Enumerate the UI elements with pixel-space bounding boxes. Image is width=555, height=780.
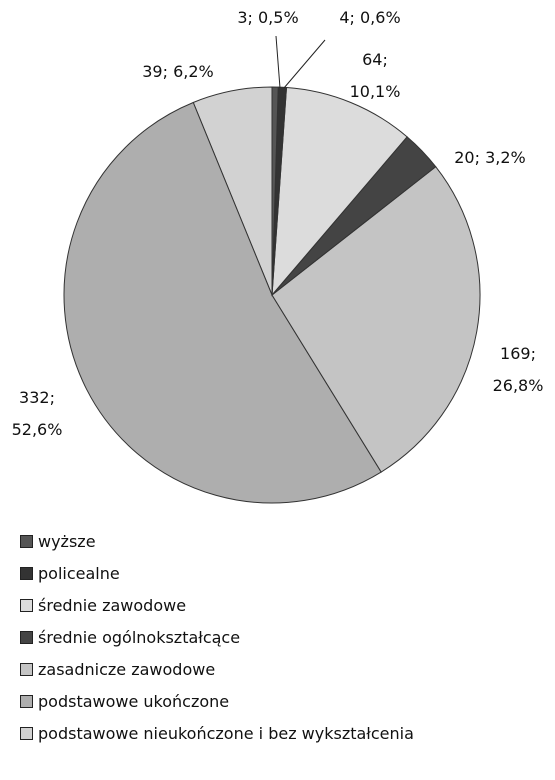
legend-swatch bbox=[20, 631, 33, 644]
data-label: 64; 10,1% bbox=[349, 50, 401, 101]
legend-item: średnie ogólnokształcące bbox=[20, 628, 240, 647]
pie-slice bbox=[271, 86, 279, 296]
data-label: 3; 0,5% bbox=[237, 8, 299, 27]
pie-slice bbox=[271, 86, 408, 297]
legend-item: średnie zawodowe bbox=[20, 596, 186, 615]
data-label: 4; 0,6% bbox=[339, 8, 401, 27]
legend-item: zasadnicze zawodowe bbox=[20, 660, 215, 679]
legend-swatch bbox=[20, 695, 33, 708]
legend-item: wyższe bbox=[20, 532, 96, 551]
pie-slice bbox=[271, 166, 481, 473]
legend-label: podstawowe nieukończone i bez wykształce… bbox=[38, 724, 414, 743]
legend-swatch bbox=[20, 567, 33, 580]
legend-label: policealne bbox=[38, 564, 120, 583]
legend-label: średnie zawodowe bbox=[38, 596, 187, 615]
leader-line bbox=[275, 35, 281, 89]
legend-label: wyższe bbox=[38, 532, 96, 551]
pie-slice bbox=[63, 101, 382, 504]
data-label: 332; 52,6% bbox=[11, 388, 63, 439]
legend-label: zasadnicze zawodowe bbox=[38, 660, 216, 679]
legend-label: podstawowe ukończone bbox=[38, 692, 230, 711]
leader-line bbox=[283, 39, 326, 89]
legend-swatch bbox=[20, 727, 33, 740]
legend-swatch bbox=[20, 663, 33, 676]
legend-label: średnie ogólnokształcące bbox=[38, 628, 241, 647]
legend-swatch bbox=[20, 599, 33, 612]
data-label: 169; 26,8% bbox=[492, 344, 544, 395]
legend-item: policealne bbox=[20, 564, 120, 583]
data-label: 20; 3,2% bbox=[454, 148, 526, 167]
legend-swatch bbox=[20, 535, 33, 548]
legend-item: podstawowe ukończone bbox=[20, 692, 229, 711]
legend-item: podstawowe nieukończone i bez wykształce… bbox=[20, 724, 414, 743]
data-label: 39; 6,2% bbox=[142, 62, 214, 81]
